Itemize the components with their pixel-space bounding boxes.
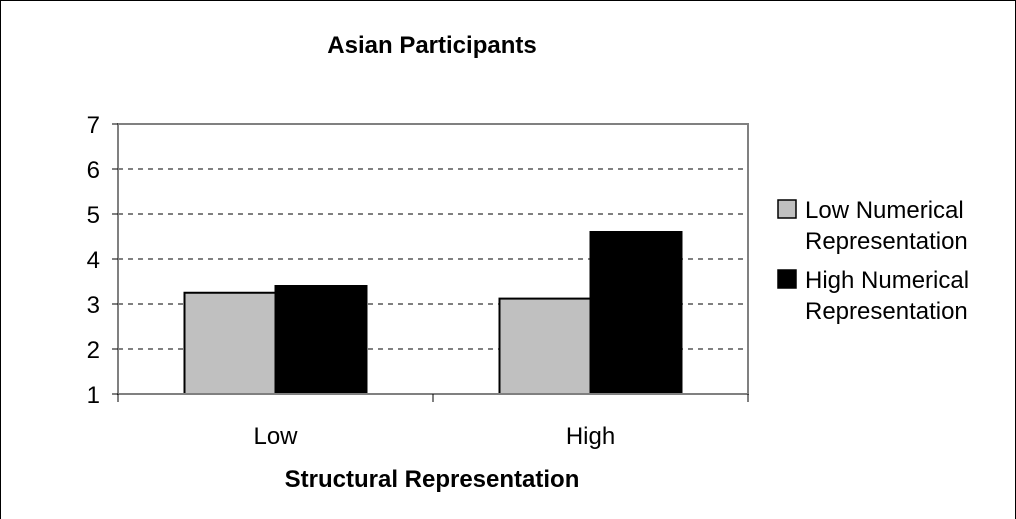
y-tick-label: 2 [87,337,100,364]
legend-label-low-numerical-line2: Representation [805,228,968,255]
bars [183,231,683,396]
legend-label-high-numerical-line2: Representation [805,298,968,325]
bar [274,285,368,395]
y-axis-ticks: 1 2 3 4 5 6 7 [87,112,118,409]
legend-label-high-numerical-line1: High Numerical [805,267,969,294]
y-tick-label: 3 [87,292,100,319]
legend: Low Numerical Representation High Numeri… [777,197,969,325]
x-tick-label: High [566,423,615,450]
x-axis-label: Structural Representation [285,466,580,493]
y-tick-label: 6 [87,157,100,184]
x-axis-ticks: Low High [117,394,749,450]
legend-swatch-high-numerical [777,269,797,289]
y-tick-label: 1 [87,382,100,409]
y-tick-label: 5 [87,202,100,229]
y-tick-label: 4 [87,247,100,274]
bar [589,231,683,395]
chart-title: Asian Participants [327,32,536,59]
bar [498,297,592,396]
y-tick-label: 7 [87,112,100,139]
legend-swatch-low-numerical [777,199,797,219]
x-tick-label: Low [253,423,298,450]
bar [183,291,277,395]
legend-label-low-numerical-line1: Low Numerical [805,197,964,224]
